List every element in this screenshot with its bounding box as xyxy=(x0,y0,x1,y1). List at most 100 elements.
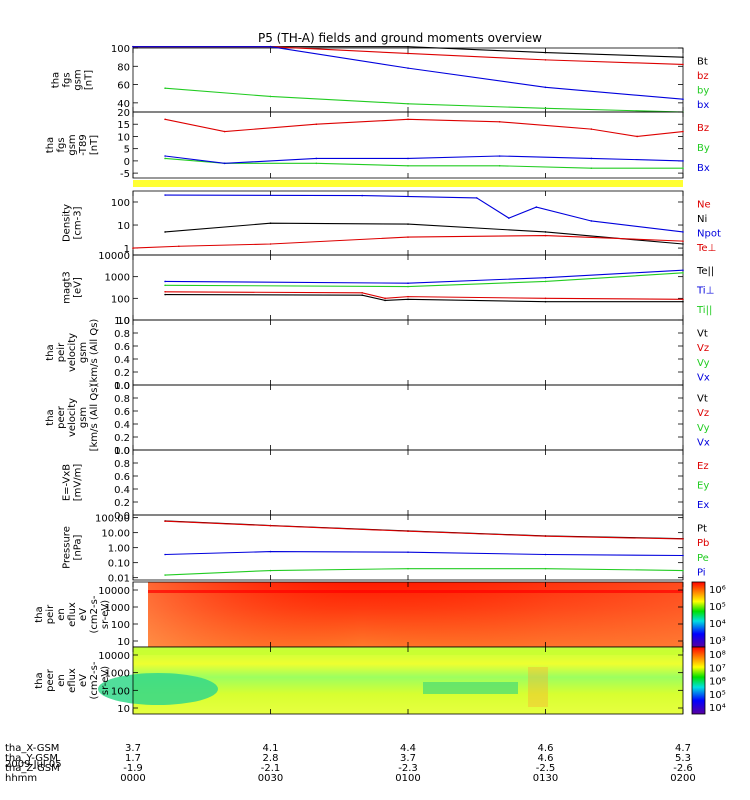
y-tick-label: 0.4 xyxy=(114,355,130,366)
y-tick-label: 1000 xyxy=(105,273,130,284)
series-point xyxy=(361,292,363,294)
y-tick-label: 0.8 xyxy=(114,459,130,470)
series-point xyxy=(164,293,166,296)
y-tick-label: 0 xyxy=(124,157,130,168)
y-tick-label: 80 xyxy=(117,62,130,73)
series-line-ne xyxy=(132,234,684,249)
series-point xyxy=(407,164,409,167)
series-point xyxy=(544,535,547,538)
legend-entry: Ey xyxy=(697,481,709,492)
series-point xyxy=(164,118,166,121)
legend-entry: Pe xyxy=(697,553,709,564)
legend-entry: Pt xyxy=(697,523,707,534)
series-point xyxy=(407,285,409,288)
legend-entry: Bz xyxy=(697,123,709,134)
colorbar-tick-label: 10⁵ xyxy=(709,690,726,701)
series-point xyxy=(475,197,478,199)
series-point xyxy=(590,167,593,170)
ephemeris-value: 4.1 xyxy=(263,743,279,754)
series-point xyxy=(164,231,166,233)
y-tick-label: 0.6 xyxy=(114,342,130,353)
series-point xyxy=(384,297,386,300)
legend-entry: Ti⊥ xyxy=(696,286,714,297)
legend-entry: Vt xyxy=(697,328,708,339)
series-point xyxy=(682,269,684,271)
y-axis-label: Density xyxy=(62,204,73,242)
series-point xyxy=(164,157,166,160)
series-point xyxy=(164,553,166,556)
series-point xyxy=(682,569,684,572)
ephemeris-value: 0000 xyxy=(120,773,145,784)
y-tick-label: 100 xyxy=(111,198,130,209)
heatmap-electron-streak xyxy=(528,667,548,707)
series-point xyxy=(682,243,684,245)
colorbar-tick-label: 10⁶ xyxy=(709,677,726,688)
series-point xyxy=(682,56,684,58)
legend-entry: Vx xyxy=(697,438,710,449)
series-point xyxy=(407,295,409,298)
series-line-bz xyxy=(164,118,684,137)
series-point xyxy=(407,157,409,160)
panel-p5: 1.0 0.8 0.6 0.4 0.2 0.0 tha peir velocity gsm (km/… xyxy=(45,316,710,392)
legend-entry: Pi xyxy=(697,568,706,579)
y-axis-label: en xyxy=(56,674,67,687)
y-axis-label: [nT] xyxy=(84,70,95,90)
series-line-npot xyxy=(165,194,684,233)
legend-entry: Vy xyxy=(697,423,710,434)
y-tick-label: 20 xyxy=(117,108,130,119)
legend-entry: Bt xyxy=(697,56,708,67)
y-tick-label: 5 xyxy=(124,145,130,156)
series-point xyxy=(315,123,318,126)
colorbar-tick-label: 10⁴ xyxy=(709,619,726,630)
y-tick-label: 10 xyxy=(117,221,130,232)
y-axis-label: eflux xyxy=(67,668,78,693)
series-point xyxy=(407,567,409,570)
ephemeris-value: 4.7 xyxy=(675,743,691,754)
series-point xyxy=(544,297,547,300)
series-point xyxy=(590,157,593,160)
y-tick-label: 40 xyxy=(117,99,130,110)
y-tick-label: 10 xyxy=(117,316,130,327)
legend-entry: Ex xyxy=(697,500,709,511)
panel-frame xyxy=(132,47,684,113)
y-tick-label: 0.4 xyxy=(114,420,130,431)
series-point xyxy=(164,284,166,287)
y-tick-label: -5 xyxy=(120,169,130,180)
legend-entry: Vt xyxy=(697,393,708,404)
y-tick-label: 100 xyxy=(111,620,130,631)
y-tick-label: 1 xyxy=(124,244,130,255)
series-point xyxy=(315,162,318,165)
series-line-ti xyxy=(165,272,684,288)
ephemeris-row-label: hhmm xyxy=(5,773,37,784)
y-axis-label: gsm xyxy=(78,342,89,363)
y-axis-label: [mV/m] xyxy=(73,464,84,502)
series-point xyxy=(164,87,166,90)
series-point xyxy=(682,240,684,242)
y-tick-label: 0.6 xyxy=(114,472,130,483)
ephemeris-value: 4.6 xyxy=(538,743,554,754)
series-line-te xyxy=(165,291,684,300)
y-axis-label: (cm2-s- xyxy=(89,661,100,699)
y-axis-label: magt3 xyxy=(62,271,73,304)
series-point xyxy=(682,130,684,133)
y-tick-label: 10 xyxy=(117,637,130,648)
heatmap-electron-patch xyxy=(423,682,518,694)
y-tick-label: 100 xyxy=(111,294,130,305)
ephemeris-value: 0130 xyxy=(533,773,558,784)
y-axis-label: (km/s (All Qs) xyxy=(89,319,100,387)
series-line-ni xyxy=(165,222,684,245)
series-point xyxy=(269,550,272,553)
y-tick-label: 10 xyxy=(117,704,130,715)
colorbar xyxy=(691,646,706,715)
series-point xyxy=(164,155,166,157)
panel-p4: 10000 1000 100 10 magt3 [eV] Te|| Ti⊥ Ti|| xyxy=(62,251,715,327)
y-tick-label: 10000 xyxy=(98,251,130,262)
y-tick-label: 0.0 xyxy=(114,446,130,457)
series-point xyxy=(682,167,684,170)
series-point xyxy=(407,118,409,121)
y-axis-label: peer xyxy=(45,668,56,692)
series-line-te xyxy=(165,293,683,303)
y-axis-label: eflux xyxy=(67,602,78,627)
series-point xyxy=(544,553,547,556)
